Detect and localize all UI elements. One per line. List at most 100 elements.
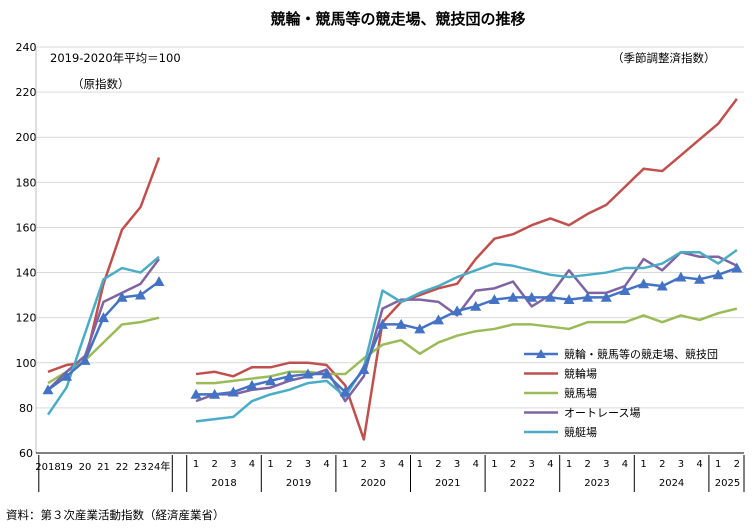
quarterly-point-0 [712, 269, 724, 280]
x-tick-label-annual: 2018 [35, 462, 60, 473]
x-tick-label-quarter: 2 [659, 459, 665, 470]
quarterly-point-0 [414, 323, 426, 334]
x-year-label: 2024 [659, 478, 684, 489]
annual-line-4 [46, 255, 160, 416]
quarterly-point-0 [451, 305, 463, 316]
gridlines [36, 46, 744, 454]
quarterly-point-0 [675, 271, 687, 282]
y-tick-label: 180 [16, 176, 37, 189]
annual-point-0 [98, 312, 109, 323]
x-tick-label-quarter: 2 [510, 459, 516, 470]
legend-label-3: オートレース場 [564, 407, 640, 420]
quarterly-point-0 [600, 291, 612, 302]
x-tick-label-quarter: 3 [529, 459, 535, 470]
legend-label-4: 競艇場 [564, 425, 597, 439]
quarterly-line-4 [195, 248, 738, 423]
index-note-left: （原指数） [72, 77, 130, 91]
quarterly-point-0 [209, 388, 221, 399]
x-year-label: 2018 [211, 478, 236, 489]
x-tick-label-quarter: 1 [491, 459, 497, 470]
quarterly-point-0 [227, 386, 239, 397]
quarterly-line-1 [195, 98, 738, 441]
quarterly-point-0 [302, 368, 314, 379]
x-tick-label-quarter: 3 [454, 459, 460, 470]
x-tick-label-annual: 20 [79, 462, 92, 473]
x-tick-label-quarter: 3 [678, 459, 684, 470]
x-tick-label-annual: 24年 [148, 460, 171, 473]
quarterly-point-0 [544, 291, 556, 302]
legend-label-2: 競馬場 [564, 386, 597, 400]
x-tick-label-quarter: 1 [715, 459, 721, 470]
y-tick-label: 160 [16, 221, 37, 234]
x-tick-label-quarter: 2 [361, 459, 367, 470]
y-tick-label: 100 [16, 357, 37, 370]
x-tick-label-quarter: 4 [249, 459, 255, 470]
annual-point-0 [135, 289, 146, 300]
x-tick-label-quarter: 4 [696, 459, 702, 470]
x-year-label: 2021 [435, 478, 460, 489]
quarterly-point-0 [619, 285, 631, 295]
y-tick-label: 120 [16, 312, 37, 325]
y-tick-label: 200 [16, 131, 37, 144]
x-year-label: 2019 [286, 478, 311, 489]
x-tick-label-quarter: 1 [267, 459, 273, 470]
x-tick-label-annual: 19 [60, 462, 73, 473]
x-tick-label-quarter: 1 [342, 459, 348, 470]
legend-label-0: 競輪・競馬等の競走場、競技団 [564, 347, 718, 361]
x-year-label: 2023 [584, 478, 609, 489]
x-tick-label-quarter: 4 [323, 459, 329, 470]
x-tick-label-quarter: 1 [193, 459, 199, 470]
x-tick-label-quarter: 1 [417, 459, 423, 470]
annual-point-0 [79, 355, 91, 365]
quarterly-point-0 [507, 291, 519, 302]
annual-line-1 [47, 157, 161, 373]
quarterly-point-0 [339, 386, 351, 397]
x-year-label: 2020 [360, 478, 385, 489]
x-tick-label-quarter: 1 [640, 459, 646, 470]
x-tick-label-annual: 23 [134, 462, 147, 473]
quarterly-point-0 [638, 278, 650, 289]
x-tick-label-quarter: 2 [584, 459, 590, 470]
quarterly-line-3 [195, 251, 738, 403]
index-note-right: （季節調整済指数） [612, 51, 716, 65]
x-tick-label-quarter: 1 [566, 459, 572, 470]
x-tick-label-quarter: 2 [435, 459, 441, 470]
x-tick-label-quarter: 4 [622, 459, 628, 470]
annual-point-0 [153, 276, 165, 286]
x-axis: 2018 19 20 21 22 23 24年 1 2 3 4 1 2 3 4 1 2 3 4 1 2 3 4 1 2 3 4 1 2 3… [35, 452, 745, 492]
x-tick-label-quarter: 3 [230, 459, 236, 470]
y-tick-label: 60 [19, 447, 33, 460]
y-tick-label: 220 [16, 86, 37, 99]
series-layer [42, 98, 743, 441]
y-tick-label: 140 [16, 267, 37, 280]
x-tick-label-quarter: 4 [398, 459, 404, 470]
quarterly-point-0 [694, 273, 706, 284]
quarterly-point-0 [283, 370, 295, 381]
x-tick-label-quarter: 2 [286, 459, 292, 470]
x-year-label: 2025 [715, 478, 740, 489]
x-tick-label-quarter: 3 [305, 459, 311, 470]
quarterly-line-2 [196, 307, 738, 385]
quarterly-point-0 [563, 294, 575, 305]
quarterly-point-0 [190, 388, 202, 399]
legend-label-1: 競輪場 [564, 367, 597, 381]
quarterly-point-0 [246, 379, 258, 390]
annual-point-0 [116, 291, 128, 302]
base-note: 2019-2020年平均＝100 [50, 51, 181, 65]
quarterly-point-0 [377, 318, 388, 329]
quarterly-point-0 [488, 294, 500, 305]
quarterly-point-0 [470, 300, 482, 311]
chart-title: 競輪・競馬等の競走場、競技団の推移 [270, 10, 525, 28]
x-tick-label-quarter: 3 [603, 459, 609, 470]
y-axis: 60 80 100 120 140 160 180 200 220 240 [16, 41, 37, 460]
x-tick-label-annual: 21 [97, 462, 110, 473]
source-note: 資料：第３次産業活動指数（経済産業省） [6, 508, 225, 522]
quarterly-point-0 [265, 375, 277, 386]
x-tick-label-quarter: 2 [211, 459, 217, 470]
quarterly-point-0 [395, 318, 407, 329]
legend-marker-0 [536, 349, 546, 358]
x-tick-label-quarter: 2 [734, 459, 740, 470]
quarterly-point-0 [731, 262, 743, 273]
